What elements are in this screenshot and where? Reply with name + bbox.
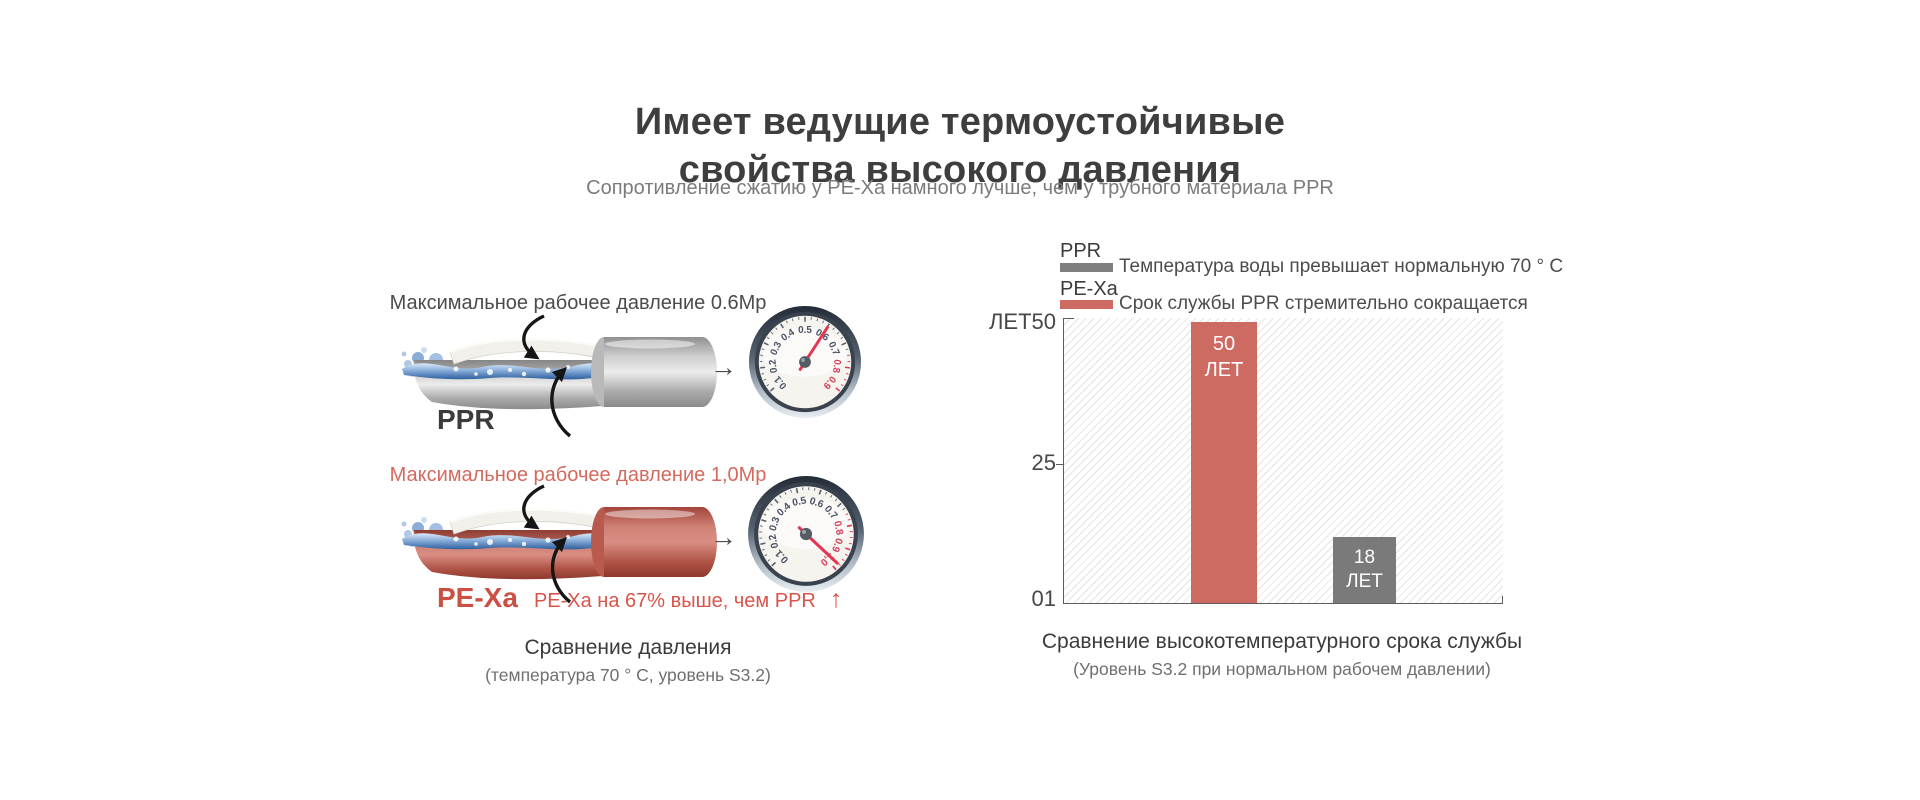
water-foam — [453, 535, 570, 547]
bar-chart-plot-area: 50 ЛЕТ 18 ЛЕТ — [1056, 318, 1503, 604]
svg-text:0.9: 0.9 — [829, 536, 844, 553]
bar-ppr-18-years: 18 ЛЕТ — [1333, 537, 1396, 603]
ppr-pipe-label: PPR — [437, 404, 495, 435]
y-axis-top-label: ЛЕТ50 — [988, 309, 1056, 334]
water-foam — [453, 365, 570, 377]
legend-ppr-label: PPR — [1060, 240, 1102, 262]
lifespan-chart-caption: Сравнение высокотемпературного срока слу… — [1032, 630, 1532, 680]
page-subtitle: Сопротивление сжатию у PE-Xa намного луч… — [586, 177, 1334, 199]
curved-arrow-top — [522, 314, 545, 360]
pipe-body — [604, 507, 718, 577]
legend-pexa-label: PE-Xa — [1060, 278, 1118, 300]
svg-text:0.6: 0.6 — [808, 496, 825, 511]
svg-text:0.8: 0.8 — [830, 359, 843, 375]
pexa-comparison-note: PE-Xa на 67% выше, чем PPR — [533, 590, 816, 612]
pipe-bottom-shell — [413, 530, 603, 580]
legend-pexa-swatch — [1060, 300, 1113, 309]
legend-pexa-text: Срок службы PPR стремительно сокращается — [1119, 293, 1528, 314]
right-arrow-icon: → — [710, 522, 737, 552]
svg-text:0.8: 0.8 — [831, 520, 844, 536]
pexa-result-row: PE-Xa PE-Xa на 67% выше, чем PPR ↑ — [437, 582, 842, 614]
axis-tick — [1064, 318, 1074, 319]
y-axis-mid-label: 25 — [1031, 450, 1056, 475]
axis-tick — [1056, 464, 1064, 465]
curved-arrow-top — [522, 484, 545, 530]
bar-pexa-50-years: 50 ЛЕТ — [1191, 322, 1257, 603]
pipe-top-shell — [449, 339, 609, 365]
y-axis-unit: ЛЕТ — [988, 309, 1032, 334]
legend-ppr-text: Температура воды превышает нормальную 70… — [1119, 256, 1564, 277]
water-flow — [402, 362, 604, 380]
pipe-top-shell — [449, 509, 609, 535]
caption-subtitle: (температура 70 ° C, уровень S3.2) — [485, 665, 771, 685]
legend-ppr-swatch — [1060, 263, 1113, 272]
axis-tick — [1502, 596, 1503, 603]
bar-value-label: 18 ЛЕТ — [1346, 546, 1383, 593]
svg-text:0.2: 0.2 — [767, 358, 780, 374]
up-arrow-icon: ↑ — [829, 585, 843, 613]
y-axis-bottom-label: 01 — [1031, 586, 1056, 611]
ppr-pressure-annotation: Максимальное рабочее давление 0.6Мр — [389, 292, 767, 314]
water-flow — [402, 532, 604, 550]
svg-text:0.2: 0.2 — [767, 533, 781, 550]
svg-text:0.7: 0.7 — [826, 340, 842, 358]
caption-title: Сравнение высокотемпературного срока слу… — [1041, 630, 1523, 653]
pexa-pipe-label: PE-Xa — [437, 582, 518, 613]
right-arrow-icon: → — [710, 352, 737, 382]
caption-title: Сравнение давления — [524, 636, 732, 659]
svg-text:0.5: 0.5 — [791, 495, 807, 509]
caption-subtitle: (Уровень S3.2 при нормальном рабочем дав… — [1073, 659, 1491, 679]
page-title: Имеет ведущие термоустойчивые свойства в… — [634, 101, 1286, 191]
water-splash — [401, 347, 446, 377]
pressure-figure-caption: Сравнение давления (температура 70 ° C, … — [438, 636, 818, 686]
pexa-pressure-annotation: Максимальное рабочее давление 1,0Мр — [389, 464, 767, 486]
svg-text:0.5: 0.5 — [798, 325, 812, 336]
svg-text:0.3: 0.3 — [769, 340, 785, 358]
curved-arrow-bottom — [550, 366, 572, 438]
pexa-pressure-gauge: 0.10.20.30.40.5 0.60.70.80.91,0 — [748, 476, 864, 592]
ppr-pressure-gauge: 0.10.20.30.40.50.60.70.80.9 — [748, 305, 862, 419]
svg-text:0.3: 0.3 — [768, 515, 783, 532]
bar-value-label: 50 ЛЕТ — [1204, 333, 1244, 382]
pipe-body — [604, 337, 718, 407]
pipe-bottom-shell — [413, 360, 603, 410]
water-splash — [401, 517, 446, 547]
